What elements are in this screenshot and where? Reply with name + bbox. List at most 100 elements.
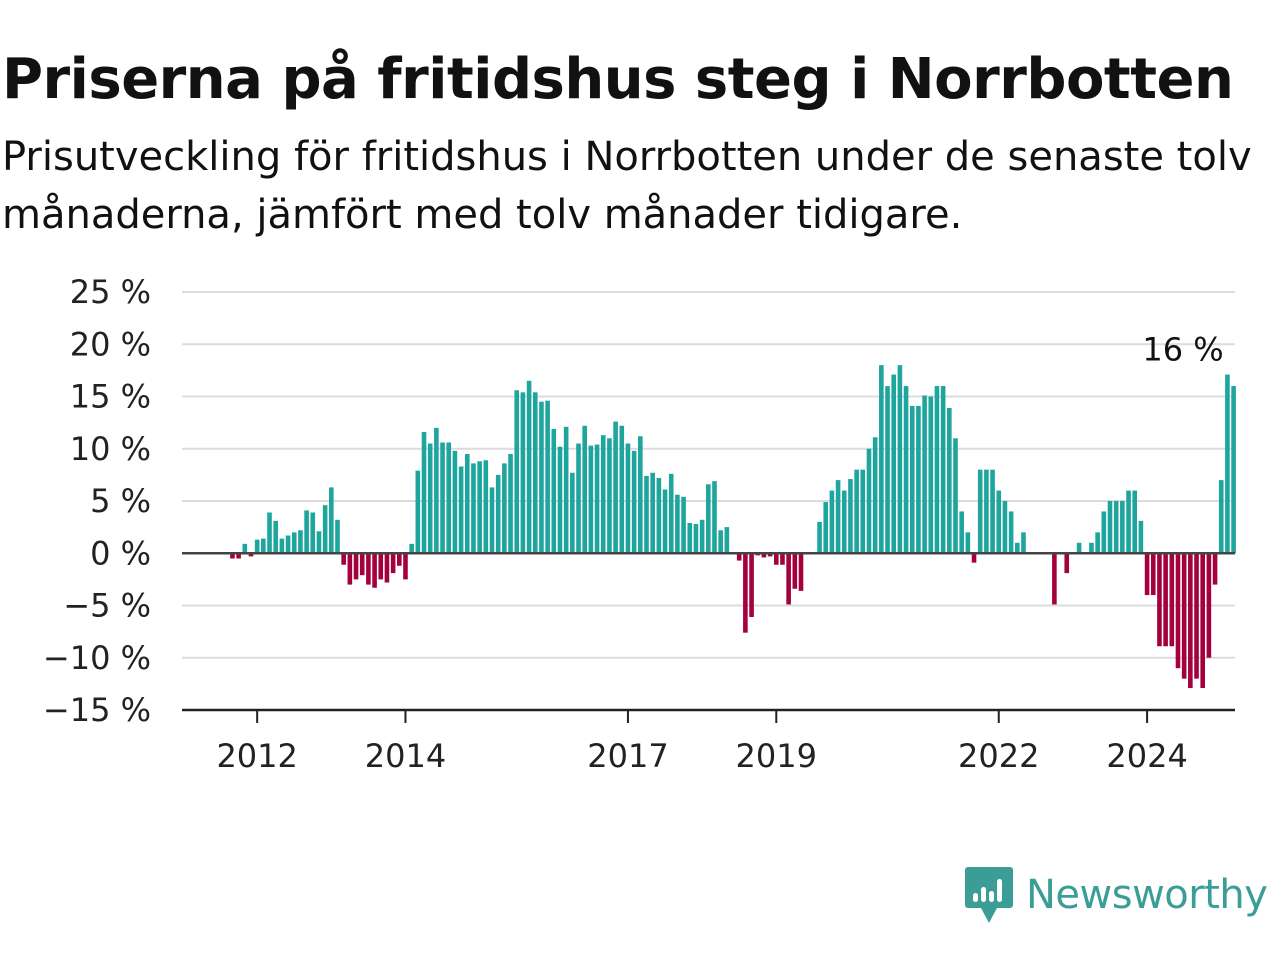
bar — [792, 553, 798, 589]
y-tick-label: 10 % — [70, 430, 151, 468]
bar — [576, 443, 581, 554]
bar — [829, 490, 835, 554]
y-axis-labels: −15 % −10 % −5 % 0 % 5 % 10 % 15 % 20 % 25 % — [43, 273, 151, 729]
bar — [267, 512, 272, 554]
bar — [841, 490, 847, 554]
bar — [934, 386, 940, 554]
bar — [341, 553, 346, 565]
bar — [848, 479, 853, 554]
bar — [817, 521, 822, 554]
bar — [502, 463, 507, 554]
bar — [662, 489, 668, 554]
bar — [872, 437, 878, 554]
bar — [316, 531, 322, 554]
bar — [879, 365, 884, 554]
bar — [464, 453, 470, 554]
bar — [1194, 553, 1199, 679]
bar — [1157, 553, 1162, 647]
bar — [520, 392, 526, 554]
bar — [749, 553, 754, 617]
bar — [291, 532, 297, 554]
x-tick-label: 2019 — [736, 737, 817, 775]
bar — [1169, 553, 1175, 647]
bar — [693, 523, 699, 554]
bar — [1231, 386, 1236, 554]
bar — [953, 438, 958, 554]
bar — [885, 386, 890, 554]
bar — [594, 444, 600, 554]
bar — [767, 553, 773, 557]
bar — [1101, 511, 1107, 554]
bar — [835, 480, 841, 554]
bar — [532, 392, 538, 554]
bar — [1218, 480, 1224, 554]
bar — [965, 532, 971, 554]
bar — [539, 401, 544, 554]
bar — [687, 522, 693, 554]
bar — [359, 553, 365, 576]
bar — [860, 469, 866, 554]
y-tick-label: 20 % — [70, 325, 151, 363]
bar — [977, 469, 983, 554]
gridlines — [182, 291, 1235, 659]
x-tick-label: 2014 — [365, 737, 446, 775]
x-tick-label: 2012 — [216, 737, 297, 775]
bar — [489, 487, 495, 554]
bar — [773, 553, 779, 565]
bar — [675, 494, 680, 554]
bar — [718, 530, 723, 554]
bar — [551, 428, 557, 554]
bar — [650, 472, 655, 554]
bar — [427, 443, 433, 554]
bar — [230, 553, 235, 559]
y-tick-label: 0 % — [90, 534, 151, 572]
bar — [971, 553, 977, 563]
bar — [600, 435, 606, 554]
axes — [182, 552, 1235, 723]
bar — [434, 427, 439, 554]
bar — [928, 396, 934, 554]
bar — [909, 405, 915, 554]
bar — [514, 390, 520, 554]
x-tick-label: 2017 — [587, 737, 668, 775]
last-value-label: 16 % — [1142, 331, 1223, 369]
y-tick-label: 25 % — [70, 273, 151, 311]
bar — [421, 432, 427, 554]
bar — [366, 553, 371, 585]
bar — [242, 543, 248, 554]
bar — [613, 421, 618, 554]
bar — [1225, 374, 1230, 554]
bar — [996, 490, 1002, 554]
bar — [1076, 542, 1082, 554]
bar — [477, 461, 482, 554]
bar — [699, 519, 705, 554]
bar — [1126, 490, 1131, 554]
bar — [557, 446, 563, 554]
bar — [452, 450, 458, 554]
newsworthy-logo: Newsworthy — [964, 864, 1268, 926]
bar — [866, 448, 872, 554]
bar — [335, 519, 340, 554]
bar — [329, 487, 334, 554]
bar — [780, 553, 785, 565]
bar — [545, 400, 550, 554]
bar — [1021, 532, 1026, 554]
bar — [761, 553, 767, 558]
bar — [823, 502, 829, 554]
bar — [1163, 553, 1168, 647]
bar — [261, 538, 266, 554]
y-tick-label: −15 % — [43, 691, 151, 729]
bar — [743, 553, 748, 633]
bar — [384, 553, 390, 583]
bar — [1150, 553, 1156, 596]
bar — [563, 426, 569, 554]
bar — [922, 395, 927, 554]
bar — [903, 386, 909, 554]
bar — [1212, 553, 1218, 585]
bar — [959, 511, 964, 554]
bar — [347, 553, 353, 585]
bar — [644, 475, 649, 554]
newsworthy-wordmark: Newsworthy — [1026, 872, 1268, 918]
bar — [1064, 553, 1070, 574]
bar — [322, 505, 328, 554]
